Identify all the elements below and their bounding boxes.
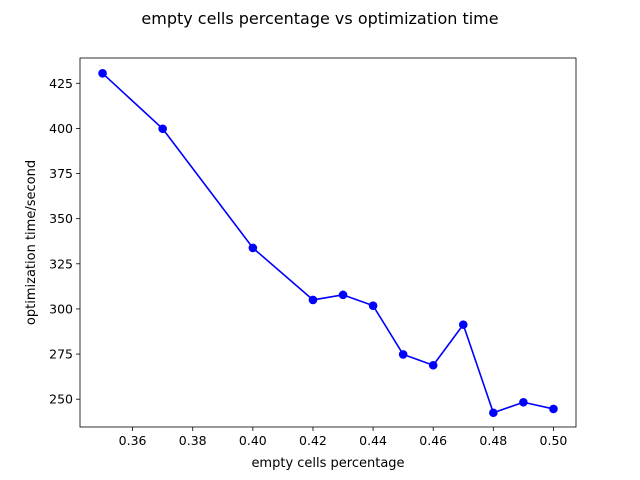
x-tick-label: 0.42 bbox=[299, 433, 327, 448]
x-tick-label: 0.48 bbox=[479, 433, 507, 448]
series-line bbox=[102, 72, 554, 414]
data-point bbox=[549, 404, 558, 414]
x-tick-label: 0.38 bbox=[179, 433, 207, 448]
x-tick-label: 0.46 bbox=[419, 433, 447, 448]
data-point bbox=[338, 290, 348, 300]
x-tick-label: 0.36 bbox=[119, 433, 147, 448]
x-tick-label: 0.40 bbox=[239, 433, 267, 448]
y-tick-label: 375 bbox=[49, 166, 73, 181]
y-tick-label: 250 bbox=[49, 392, 73, 407]
data-point bbox=[519, 397, 528, 407]
data-point bbox=[489, 408, 498, 418]
y-axis-label: optimization time/second bbox=[24, 160, 39, 325]
chart-title: empty cells percentage vs optimization t… bbox=[141, 9, 498, 28]
data-point bbox=[368, 301, 378, 310]
data-point bbox=[308, 295, 318, 305]
data-point bbox=[248, 243, 258, 253]
y-axis-ticks: 250 275 300 325 350 375 400 425 bbox=[49, 76, 80, 407]
y-tick-label: 425 bbox=[49, 76, 73, 91]
data-point bbox=[458, 320, 468, 329]
plot-layer bbox=[98, 69, 558, 418]
data-point bbox=[428, 360, 438, 370]
axes-frame bbox=[79, 57, 577, 428]
x-tick-label: 0.44 bbox=[359, 433, 387, 448]
x-tick-label: 0.50 bbox=[540, 433, 568, 448]
data-point bbox=[158, 124, 167, 134]
y-tick-label: 275 bbox=[49, 347, 73, 362]
x-axis-ticks: 0.36 0.38 0.40 0.42 0.44 0.46 0.48 0.50 bbox=[119, 427, 568, 448]
data-point bbox=[98, 69, 107, 78]
y-tick-label: 400 bbox=[49, 121, 73, 136]
data-point bbox=[398, 350, 408, 359]
y-tick-label: 300 bbox=[49, 301, 73, 316]
x-axis-label: empty cells percentage bbox=[251, 456, 404, 471]
y-tick-label: 325 bbox=[49, 256, 73, 271]
y-tick-label: 350 bbox=[49, 211, 73, 226]
